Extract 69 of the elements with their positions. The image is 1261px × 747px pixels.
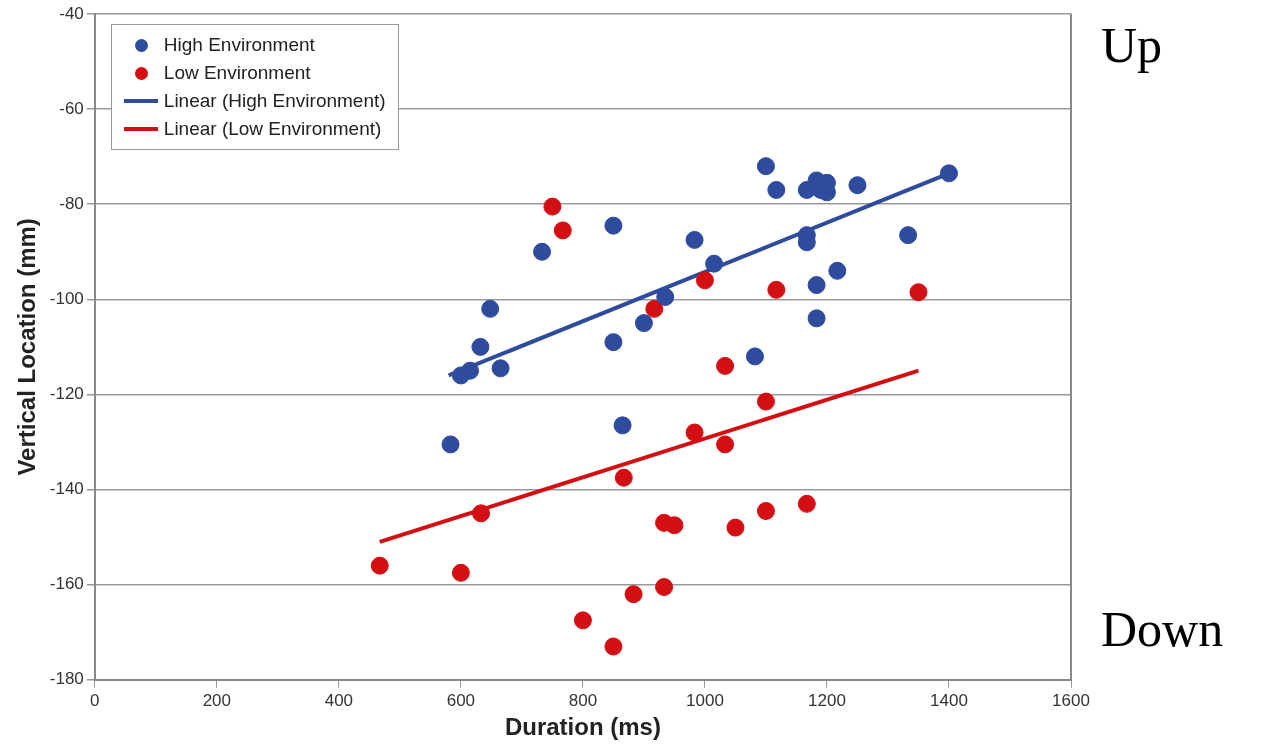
point bbox=[797, 494, 816, 513]
point bbox=[491, 359, 510, 378]
point bbox=[533, 242, 552, 261]
x-tick-label: 400 bbox=[324, 690, 354, 710]
x-tick-label: 1200 bbox=[808, 690, 846, 710]
point bbox=[756, 157, 775, 176]
point bbox=[624, 585, 643, 604]
y-tick-label: -140 bbox=[49, 479, 84, 499]
point bbox=[705, 254, 724, 273]
x-axis-title: Duration (ms) bbox=[504, 713, 661, 741]
y-axis-title: Vertical Location (mm) bbox=[13, 218, 41, 476]
point bbox=[553, 221, 572, 240]
legend-label: Low Environment bbox=[163, 62, 311, 84]
point bbox=[756, 501, 775, 520]
point bbox=[656, 287, 675, 306]
point bbox=[745, 347, 764, 366]
text: Down bbox=[1101, 599, 1224, 658]
x-tick-label: 200 bbox=[202, 690, 232, 710]
point bbox=[634, 314, 653, 333]
point bbox=[604, 216, 623, 235]
point bbox=[767, 280, 786, 299]
point bbox=[573, 611, 592, 630]
x-tick-label: 800 bbox=[568, 690, 598, 710]
y-tick-label: -180 bbox=[49, 669, 84, 689]
point bbox=[441, 435, 460, 454]
legend-label: Linear (High Environment) bbox=[163, 90, 386, 112]
y-tick-label: -120 bbox=[49, 384, 84, 404]
x-tick-label: 1400 bbox=[930, 690, 968, 710]
point bbox=[461, 361, 480, 380]
y-tick-label: -80 bbox=[59, 193, 84, 213]
y-tick-label: -40 bbox=[59, 3, 84, 23]
point bbox=[716, 435, 735, 454]
point bbox=[726, 518, 745, 537]
point bbox=[655, 578, 674, 597]
point bbox=[909, 283, 928, 302]
point bbox=[756, 392, 775, 411]
point bbox=[685, 423, 704, 442]
legend-label: Linear (Low Environment) bbox=[163, 118, 382, 140]
point bbox=[716, 356, 735, 375]
point bbox=[848, 176, 867, 195]
x-tick-label: 1600 bbox=[1052, 690, 1090, 710]
x-tick-label: 600 bbox=[446, 690, 476, 710]
legend-label: High Environment bbox=[163, 34, 315, 56]
y-tick-label: -100 bbox=[49, 289, 84, 309]
point bbox=[807, 276, 826, 295]
text: Up bbox=[1101, 16, 1163, 74]
point bbox=[695, 271, 714, 290]
point bbox=[767, 180, 786, 199]
point bbox=[614, 468, 633, 487]
point bbox=[472, 504, 491, 523]
point bbox=[685, 230, 704, 249]
point bbox=[604, 333, 623, 352]
point bbox=[665, 516, 684, 535]
y-tick-label: -60 bbox=[59, 98, 84, 118]
x-tick-label: 0 bbox=[90, 690, 100, 710]
point bbox=[939, 164, 958, 183]
point bbox=[451, 563, 470, 582]
point bbox=[613, 416, 632, 435]
point bbox=[645, 299, 664, 318]
point bbox=[807, 309, 826, 328]
point bbox=[370, 556, 389, 575]
point bbox=[471, 337, 490, 356]
point bbox=[828, 261, 847, 280]
point bbox=[481, 299, 500, 318]
x-tick-label: 1000 bbox=[686, 690, 724, 710]
point bbox=[543, 197, 562, 216]
point bbox=[604, 637, 623, 656]
point bbox=[899, 226, 918, 245]
y-tick-label: -160 bbox=[49, 574, 84, 594]
